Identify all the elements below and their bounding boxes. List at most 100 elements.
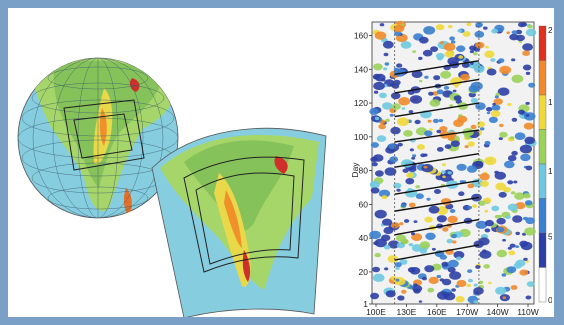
precip-blob [412, 154, 416, 157]
precip-blob [484, 210, 488, 213]
precip-blob [524, 227, 536, 235]
precip-blob [492, 103, 496, 106]
precip-blob [525, 102, 529, 105]
precip-blob [475, 42, 484, 49]
precip-blob [494, 171, 499, 174]
precip-blob [484, 51, 494, 58]
precip-blob [497, 250, 507, 257]
precip-blob [375, 253, 381, 257]
precip-blob [429, 128, 433, 131]
precip-blob [398, 97, 410, 105]
precip-blob [463, 31, 471, 37]
y-tick-label: 100 [354, 132, 368, 142]
precip-blob [401, 239, 409, 245]
precip-blob [402, 107, 406, 110]
precip-blob [467, 284, 471, 287]
precip-blob [384, 245, 391, 250]
precip-blob [441, 170, 446, 174]
precip-blob [445, 144, 452, 149]
precip-blob [444, 43, 456, 51]
y-axis-label: Day [350, 162, 360, 178]
colorbar-segment [539, 130, 546, 165]
precip-blob [373, 154, 384, 162]
precip-blob [410, 267, 421, 275]
precip-blob [492, 105, 501, 111]
precip-blob [526, 29, 537, 37]
precip-blob [508, 251, 515, 256]
precip-blob [468, 279, 473, 283]
precip-blob [499, 124, 504, 127]
precip-blob [526, 166, 533, 171]
precip-blob [490, 58, 495, 62]
precip-blob [515, 245, 519, 248]
precip-blob [527, 25, 533, 29]
precip-blob [382, 102, 392, 109]
precip-blob [419, 80, 422, 82]
precip-blob [451, 40, 456, 43]
precip-blob [410, 148, 414, 151]
precip-blob [436, 130, 441, 133]
precip-blob [525, 200, 533, 205]
precip-blob [401, 290, 406, 294]
precip-blob [507, 103, 511, 106]
precip-blob [424, 217, 432, 223]
precip-blob [389, 156, 398, 162]
precip-blob [526, 114, 530, 117]
precip-blob [480, 127, 485, 130]
precip-blob [470, 50, 474, 53]
precip-blob [450, 209, 456, 213]
precip-blob [489, 117, 498, 123]
precip-blob [451, 234, 457, 238]
precip-blob [424, 130, 432, 136]
precip-blob [457, 164, 467, 171]
precip-blob [437, 291, 449, 300]
x-tick-label: 130E [396, 307, 416, 317]
precip-blob [511, 191, 516, 194]
precip-blob [423, 166, 427, 169]
precip-blob [396, 63, 402, 67]
precip-blob [520, 154, 530, 161]
precip-blob [499, 192, 507, 198]
precip-blob [442, 227, 448, 232]
precip-blob [371, 187, 380, 193]
x-tick-label: 160E [427, 307, 447, 317]
precip-blob [465, 145, 469, 148]
precip-blob [425, 233, 435, 240]
precip-blob [468, 141, 475, 146]
precip-blob [439, 119, 443, 122]
precip-blob [504, 161, 515, 169]
precip-blob [516, 35, 525, 41]
precip-blob [467, 165, 477, 172]
precip-blob [385, 119, 390, 122]
globe [18, 47, 178, 218]
precip-blob [433, 119, 439, 123]
precip-blob [512, 75, 524, 83]
precip-blob [499, 132, 507, 138]
colorbar: 21150 [539, 25, 552, 305]
y-tick-label: 140 [354, 64, 368, 74]
precip-blob [497, 227, 505, 232]
precip-blob [395, 262, 402, 267]
precip-blob [409, 203, 416, 208]
precip-blob [520, 145, 532, 154]
colorbar-segment [539, 61, 546, 96]
precip-blob [526, 296, 532, 300]
colorbar-segment [539, 199, 546, 234]
precip-blob [383, 41, 394, 49]
precip-blob [429, 277, 439, 284]
precip-blob [401, 204, 407, 208]
precip-blob [498, 58, 504, 63]
precip-blob [383, 67, 387, 70]
precip-blob [482, 249, 486, 252]
precip-blob [428, 120, 432, 123]
precip-blob [375, 210, 387, 219]
precip-blob [386, 290, 396, 297]
precip-blob [415, 185, 420, 188]
precip-blob [423, 50, 433, 57]
precip-blob [373, 82, 385, 90]
y-tick-label: 160 [354, 31, 368, 41]
precip-blob [512, 30, 518, 34]
precip-blob [480, 181, 489, 187]
precip-blob [391, 222, 400, 228]
precip-blob [456, 257, 462, 261]
